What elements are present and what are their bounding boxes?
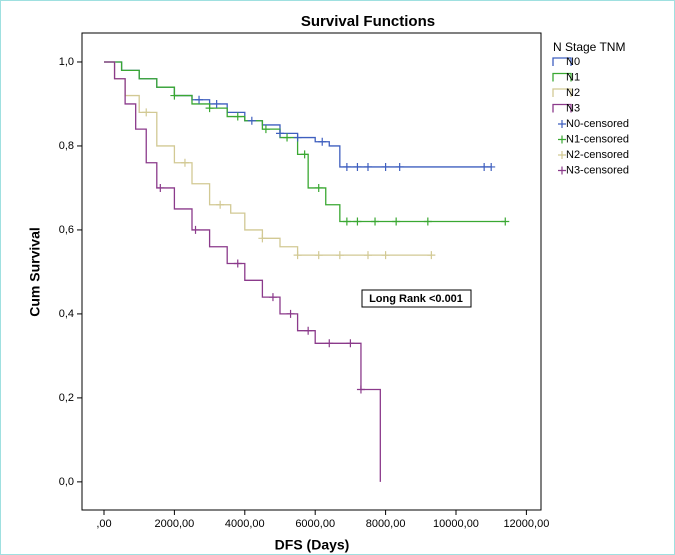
x-axis-label: DFS (Days)	[275, 537, 350, 553]
censor-mark	[233, 259, 242, 268]
censor-mark	[170, 91, 179, 100]
censor-mark	[156, 183, 165, 192]
x-tick-label: 2000,00	[155, 518, 195, 530]
legend-title: N Stage TNM	[553, 40, 625, 54]
censor-mark	[501, 217, 510, 226]
legend-label: N2	[566, 87, 580, 99]
censor-mark	[353, 162, 362, 171]
legend-label: N3-censored	[566, 164, 629, 176]
censor-mark	[480, 162, 489, 171]
censor-mark	[283, 133, 292, 142]
x-tick-label: 8000,00	[366, 518, 406, 530]
censor-mark	[395, 162, 404, 171]
censor-mark	[304, 326, 313, 335]
censor-mark	[325, 339, 334, 348]
censor-mark	[314, 183, 323, 192]
censor-mark	[342, 217, 351, 226]
legend-label: N2-censored	[566, 149, 629, 161]
y-axis-label: Cum Survival	[27, 227, 43, 316]
x-tick-label: 10000,00	[433, 518, 479, 530]
censor-mark	[342, 162, 351, 171]
annotation-box	[361, 289, 472, 308]
y-tick-label: 1,0	[59, 56, 74, 68]
legend-marker	[552, 103, 572, 113]
censor-mark	[233, 112, 242, 121]
censor-mark	[423, 217, 432, 226]
censor-mark	[247, 116, 256, 125]
legend-label: N0	[566, 56, 580, 68]
legend-label: N3	[566, 102, 580, 114]
censor-mark	[346, 339, 355, 348]
censor-mark	[293, 133, 302, 142]
censor-mark	[318, 137, 327, 146]
censor-mark	[212, 99, 221, 108]
censor-mark	[268, 293, 277, 302]
survival-line	[104, 61, 432, 256]
legend-marker	[558, 166, 566, 175]
y-tick-label: 0,2	[59, 392, 74, 404]
y-tick-label: 0,0	[59, 476, 74, 488]
x-tick-label: 12000,00	[503, 518, 549, 530]
censor-mark	[363, 251, 372, 260]
chart-title: Survival Functions	[301, 13, 435, 30]
censor-mark	[356, 385, 365, 394]
censor-mark	[363, 162, 372, 171]
censor-mark	[314, 251, 323, 260]
censor-mark	[300, 150, 309, 159]
censor-mark	[392, 217, 401, 226]
legend-marker	[558, 120, 566, 128]
censor-mark	[371, 217, 380, 226]
legend-marker	[552, 88, 572, 97]
y-tick-label: 0,8	[59, 140, 74, 152]
censor-mark	[286, 309, 295, 318]
legend-marker	[558, 135, 566, 144]
legend-label: N1	[566, 71, 580, 83]
legend-marker	[552, 72, 572, 82]
censor-mark	[293, 251, 302, 260]
legend-label: N0-censored	[566, 118, 629, 130]
censor-mark	[275, 129, 284, 138]
annotation: Long Rank <0.001	[369, 293, 463, 305]
censor-mark	[142, 108, 151, 117]
censor-mark	[180, 158, 189, 167]
censor-mark	[335, 251, 344, 260]
censor-mark	[381, 162, 390, 171]
censor-mark	[195, 95, 204, 104]
legend-label: N1-censored	[566, 133, 629, 145]
censor-mark	[216, 200, 225, 209]
censor-mark	[205, 104, 214, 113]
censor-mark	[427, 251, 436, 260]
legend-marker	[558, 151, 566, 159]
censor-mark	[487, 162, 496, 171]
censor-mark	[353, 217, 362, 226]
censor-mark	[381, 251, 390, 260]
x-tick-label: ,00	[96, 518, 111, 530]
x-tick-label: 4000,00	[225, 518, 265, 530]
y-tick-label: 0,4	[59, 308, 74, 320]
legend-marker	[552, 57, 572, 66]
y-tick-label: 0,6	[59, 224, 74, 236]
x-tick-label: 6000,00	[295, 518, 335, 530]
censor-mark	[258, 234, 267, 243]
plot-frame	[81, 32, 542, 511]
censor-mark	[261, 125, 270, 134]
censor-mark	[191, 225, 200, 234]
